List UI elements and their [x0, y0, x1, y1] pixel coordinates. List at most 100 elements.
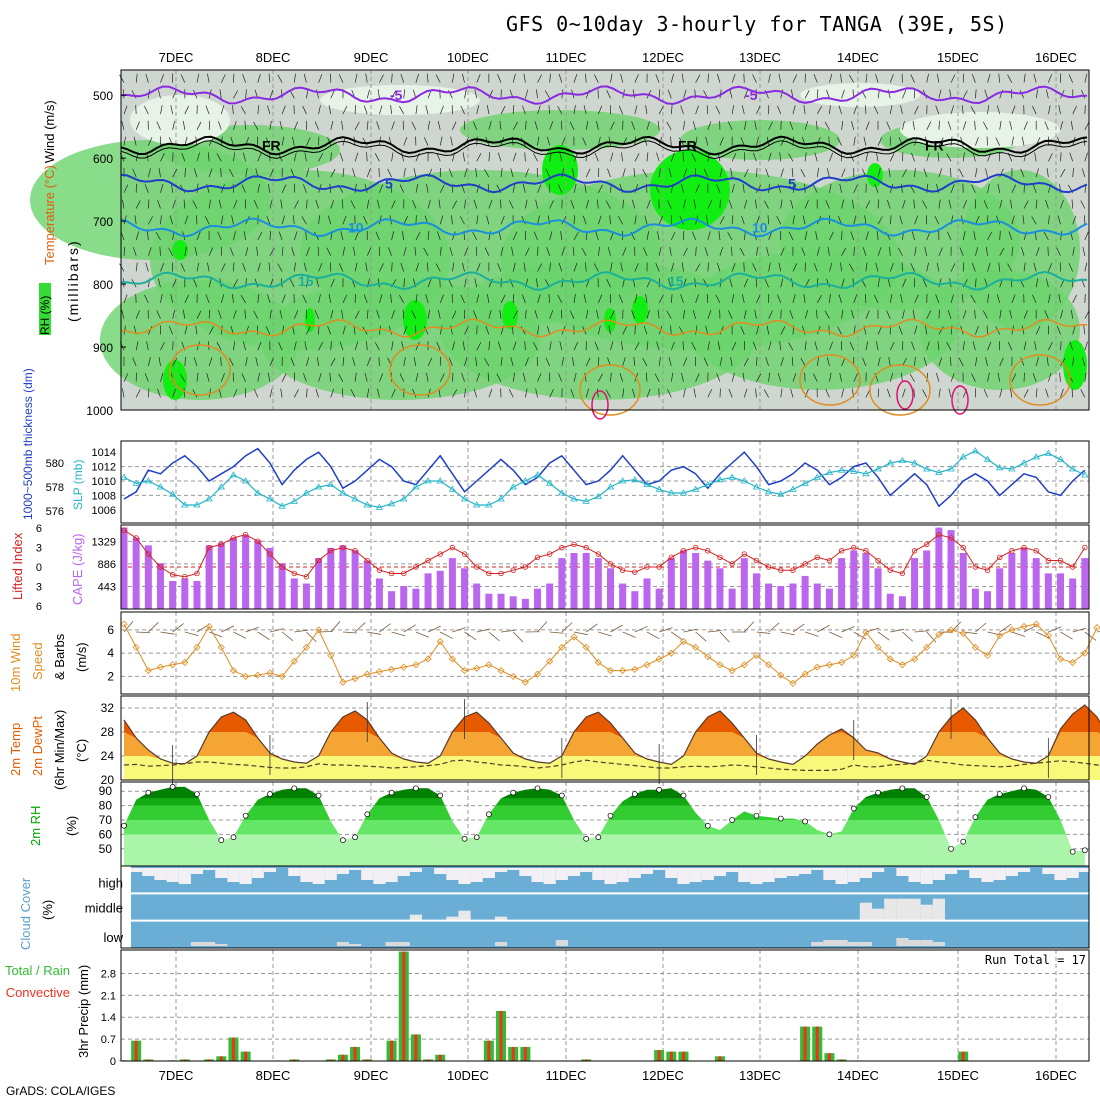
- isotherm-label: 15: [298, 273, 314, 289]
- wind-barb: [829, 262, 833, 272]
- wind-barb: [461, 373, 465, 382]
- cape-bar: [789, 583, 797, 609]
- wind-barb: [448, 168, 453, 178]
- wind-barb: [486, 294, 490, 304]
- wind-barb: [569, 310, 575, 319]
- wind-barb: [839, 183, 842, 193]
- wind-barb: [767, 215, 769, 225]
- cape-bar: [935, 527, 943, 609]
- cloud-high-gap: [616, 868, 629, 882]
- wind-barb: [777, 184, 782, 193]
- wind-barb: [427, 199, 431, 209]
- wind-barb: [801, 247, 806, 256]
- wind-barb: [318, 153, 323, 162]
- wind-barb: [379, 74, 384, 83]
- wind-barb: [731, 152, 737, 162]
- wind-barb: [593, 74, 599, 83]
- wind-barb: [633, 356, 636, 366]
- wind-barb: [1035, 357, 1039, 367]
- wind-barb: [803, 294, 806, 304]
- wind-barb: [826, 89, 830, 99]
- wind-barb: [330, 278, 335, 288]
- thickness-tick: 580: [46, 458, 64, 470]
- wind-barb: [464, 199, 466, 209]
- wind-barb: [863, 136, 867, 146]
- wind-barb: [525, 309, 527, 319]
- wind-barb: [426, 262, 429, 272]
- wind-barb: [123, 246, 126, 256]
- wind-barb: [512, 183, 515, 193]
- wind-speed-marker: [315, 626, 323, 634]
- cloud-middle-gap: [932, 898, 945, 921]
- wind-barb: [1033, 73, 1037, 83]
- wind-barb: [861, 279, 867, 288]
- wind-barb: [476, 74, 481, 83]
- wind-barb: [873, 105, 879, 115]
- wind-barb: [439, 215, 444, 225]
- wind-speed-marker: [388, 665, 396, 673]
- wind-barb: [597, 325, 601, 335]
- wind-barb: [889, 153, 895, 162]
- cape-bar: [825, 588, 833, 609]
- rh-band: [124, 805, 1085, 820]
- wind-barb: [218, 310, 222, 319]
- thickness-marker: [290, 497, 298, 504]
- rh-light-blob: [800, 83, 920, 107]
- wind-barb: [473, 310, 478, 319]
- wind-barb: [415, 231, 421, 241]
- wind-barb: [983, 310, 988, 319]
- li-marker: [401, 570, 407, 577]
- wind-barb: [523, 73, 526, 83]
- wind-barb: [293, 73, 296, 83]
- li-marker: [255, 538, 261, 544]
- wind-barb: [306, 326, 311, 335]
- rh-marker: [218, 837, 225, 844]
- cloud-high-gap: [677, 868, 690, 884]
- wind-speed-marker: [765, 661, 773, 669]
- li-marker: [486, 570, 492, 577]
- wind-barb: [497, 263, 502, 272]
- wind-barb: [1022, 215, 1025, 225]
- wind-speed-marker: [728, 667, 736, 675]
- wind-barb: [451, 215, 453, 225]
- wind-barb: [585, 262, 587, 272]
- date-label-bottom: 12DEC: [642, 1068, 684, 1083]
- precip-tick: 2.8: [101, 968, 116, 980]
- wind-barb: [926, 121, 932, 130]
- precip-tick: 0.7: [101, 1034, 116, 1046]
- wind-barb: [327, 325, 332, 335]
- wind-barb: [157, 388, 161, 398]
- wind-barb: [792, 294, 796, 304]
- wind-barb: [740, 137, 745, 146]
- wind-barb: [267, 183, 271, 193]
- li-marker: [607, 561, 614, 567]
- li-marker: [972, 564, 979, 570]
- wind-barb: [119, 74, 125, 83]
- wind-barb: [193, 168, 198, 178]
- wind-barb: [605, 389, 611, 398]
- wind-barb: [1044, 121, 1049, 130]
- wind-barb: [233, 152, 236, 162]
- wind-barb: [1071, 199, 1074, 209]
- thickness-marker: [314, 483, 323, 490]
- wind-barb: [1048, 74, 1053, 83]
- wind-barb: [938, 168, 943, 178]
- wind-barb: [1044, 310, 1049, 319]
- wind-speed-marker: [1056, 655, 1065, 663]
- wind-barb: [304, 152, 307, 162]
- wind-barb: [974, 120, 976, 130]
- surface-wind-barb: [853, 631, 867, 640]
- wind-speed-marker: [242, 672, 250, 680]
- wind-barb: [804, 388, 809, 398]
- rh-marker: [996, 791, 1003, 797]
- wind-barb: [1046, 356, 1049, 366]
- isotherm-label: -5: [390, 87, 403, 103]
- wind-barb: [730, 357, 733, 366]
- wind-barb: [657, 120, 660, 130]
- surface-wind-barb: [829, 631, 843, 639]
- wind-barb: [558, 373, 563, 382]
- li-marker: [680, 548, 687, 554]
- precip-convective-bar: [669, 1051, 673, 1061]
- wind-barb: [707, 341, 710, 351]
- thickness-marker: [144, 477, 153, 484]
